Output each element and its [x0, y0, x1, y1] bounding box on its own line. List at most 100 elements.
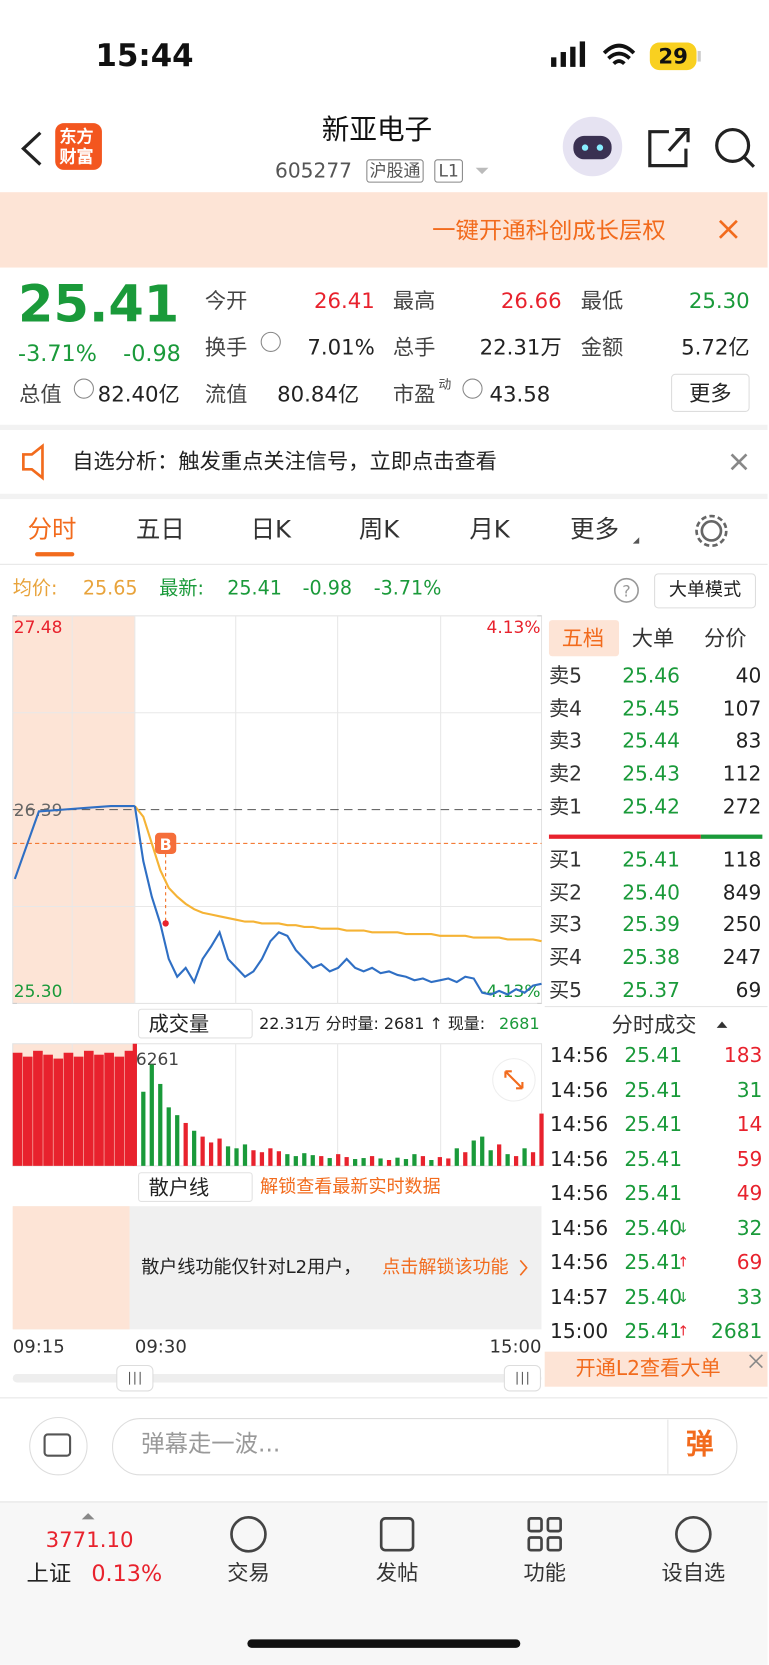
book-price: 25.38 — [622, 946, 680, 970]
comment-placeholder[interactable]: 弹幕走一波... — [141, 1431, 281, 1458]
divider — [0, 563, 768, 565]
comment-input[interactable] — [112, 1418, 738, 1476]
retail-selector[interactable]: 散户线 — [138, 1172, 253, 1202]
banner-text[interactable]: 一键开通科创成长层权 — [432, 219, 666, 244]
tab[interactable]: 更多 — [570, 516, 620, 544]
trade-price: 25.41 — [624, 1181, 683, 1206]
tab[interactable]: 分时 — [27, 516, 77, 544]
book-volume: 107 — [722, 697, 762, 721]
trade-time: 14:56 — [550, 1147, 609, 1171]
tab-active-bg — [548, 620, 620, 657]
latest-pct: -3.71% — [373, 577, 442, 600]
l2-text[interactable]: 开通L2查看大单 — [575, 1356, 721, 1381]
volume-bar — [530, 1152, 536, 1166]
tab[interactable]: 日K — [250, 516, 292, 544]
field-value: 22.31万 — [479, 334, 562, 360]
dropdown-arrow[interactable] — [475, 167, 489, 175]
trade-price: 25.41 — [624, 1112, 683, 1137]
index-arrow — [81, 1513, 95, 1520]
avg-label: 均价: — [12, 577, 58, 600]
settings-button[interactable] — [700, 520, 723, 542]
retail-link[interactable]: 点击解锁该功能 — [382, 1257, 509, 1279]
trade-volume: 59 — [736, 1147, 763, 1171]
volume-bar — [395, 1157, 400, 1166]
nav-label[interactable]: 功能 — [523, 1559, 566, 1586]
trade-price: 25.41 — [624, 1319, 683, 1344]
danmaku-button[interactable]: 弹 — [685, 1429, 714, 1462]
book-tab[interactable]: 五档 — [561, 625, 605, 651]
info-icon[interactable] — [73, 378, 94, 399]
nav-label[interactable]: 发帖 — [375, 1559, 419, 1586]
auction-shade — [12, 1206, 130, 1330]
help-button[interactable] — [613, 577, 639, 603]
field-value: 80.84亿 — [277, 381, 360, 407]
tab[interactable]: 月K — [469, 516, 510, 544]
l2-banner[interactable] — [544, 1351, 768, 1387]
volume-bar — [446, 1158, 451, 1166]
search-button[interactable] — [715, 127, 751, 163]
banner-close[interactable] — [718, 219, 738, 239]
volume-bar — [158, 1083, 163, 1166]
book-volume: 250 — [722, 913, 762, 937]
pct-tick-label: 4.13% — [487, 618, 541, 638]
volume-bar — [471, 1140, 476, 1166]
notice-close[interactable] — [730, 453, 748, 471]
more-button[interactable]: 更多 — [671, 373, 750, 412]
field-label: 最低 — [580, 287, 624, 314]
tab[interactable]: 五日 — [135, 516, 185, 544]
auction-volume-bar — [73, 1056, 84, 1166]
speaker-icon — [22, 443, 44, 481]
book-tab[interactable]: 分价 — [703, 625, 747, 651]
retail-unlock[interactable]: 解锁查看最新实时数据 — [260, 1176, 441, 1198]
field-value: 25.30 — [688, 287, 750, 314]
comment-icon[interactable] — [29, 1416, 88, 1476]
handle-grip — [129, 1371, 141, 1385]
index-pct[interactable]: 0.13% — [91, 1560, 163, 1587]
field-label: 总手 — [392, 334, 436, 360]
volume-bar — [319, 1156, 324, 1166]
mode-button[interactable]: 大单模式 — [654, 573, 757, 609]
logo-text: 东方 — [59, 126, 94, 147]
l2-close[interactable] — [749, 1354, 763, 1369]
field-label: 最高 — [392, 287, 436, 314]
book-price: 25.44 — [622, 729, 680, 754]
nav-label[interactable]: 交易 — [227, 1559, 270, 1586]
trade-time: 14:56 — [550, 1216, 609, 1240]
book-volume: 272 — [722, 795, 762, 819]
link-arrow — [519, 1259, 528, 1276]
avatar-face — [573, 135, 612, 160]
handle-grip — [516, 1371, 529, 1385]
nav-label[interactable]: 设自选 — [661, 1559, 726, 1586]
info-icon[interactable] — [260, 331, 281, 352]
tab[interactable]: 周K — [358, 516, 400, 544]
nav-icon[interactable] — [675, 1515, 712, 1553]
notice-text[interactable]: 自选分析：触发重点关注信号，立即点击查看 — [72, 448, 497, 474]
logo[interactable] — [55, 123, 102, 170]
book-volume: 112 — [722, 762, 762, 786]
volume-current: 2681 — [499, 1014, 540, 1034]
banner-bg[interactable] — [0, 192, 768, 268]
trade-volume: 2681 — [711, 1319, 763, 1344]
info-icon[interactable] — [462, 378, 483, 399]
index-value[interactable]: 3771.10 — [45, 1526, 134, 1553]
book-volume: 69 — [735, 978, 762, 1003]
book-tab[interactable]: 大单 — [631, 625, 675, 651]
volume-bar — [200, 1136, 205, 1166]
nav-icon[interactable] — [379, 1517, 415, 1552]
share-button[interactable] — [648, 127, 690, 168]
volume-selector[interactable]: 成交量 — [138, 1008, 253, 1039]
book-price: 25.39 — [622, 913, 680, 937]
nav-icon[interactable] — [527, 1517, 562, 1552]
volume-bar — [522, 1148, 527, 1166]
volume-bar — [208, 1142, 214, 1166]
book-price: 25.37 — [622, 978, 680, 1003]
index-name[interactable]: 上证 — [26, 1560, 72, 1587]
back-button[interactable] — [21, 131, 42, 166]
auction-volume-bar — [63, 1052, 74, 1166]
field-value: 26.41 — [314, 287, 375, 314]
nav-icon[interactable] — [230, 1515, 267, 1553]
book-price: 25.40 — [622, 880, 680, 905]
sort-arrow[interactable] — [716, 1021, 728, 1028]
book-volume: 849 — [722, 880, 762, 905]
book-label: 买4 — [548, 946, 582, 970]
